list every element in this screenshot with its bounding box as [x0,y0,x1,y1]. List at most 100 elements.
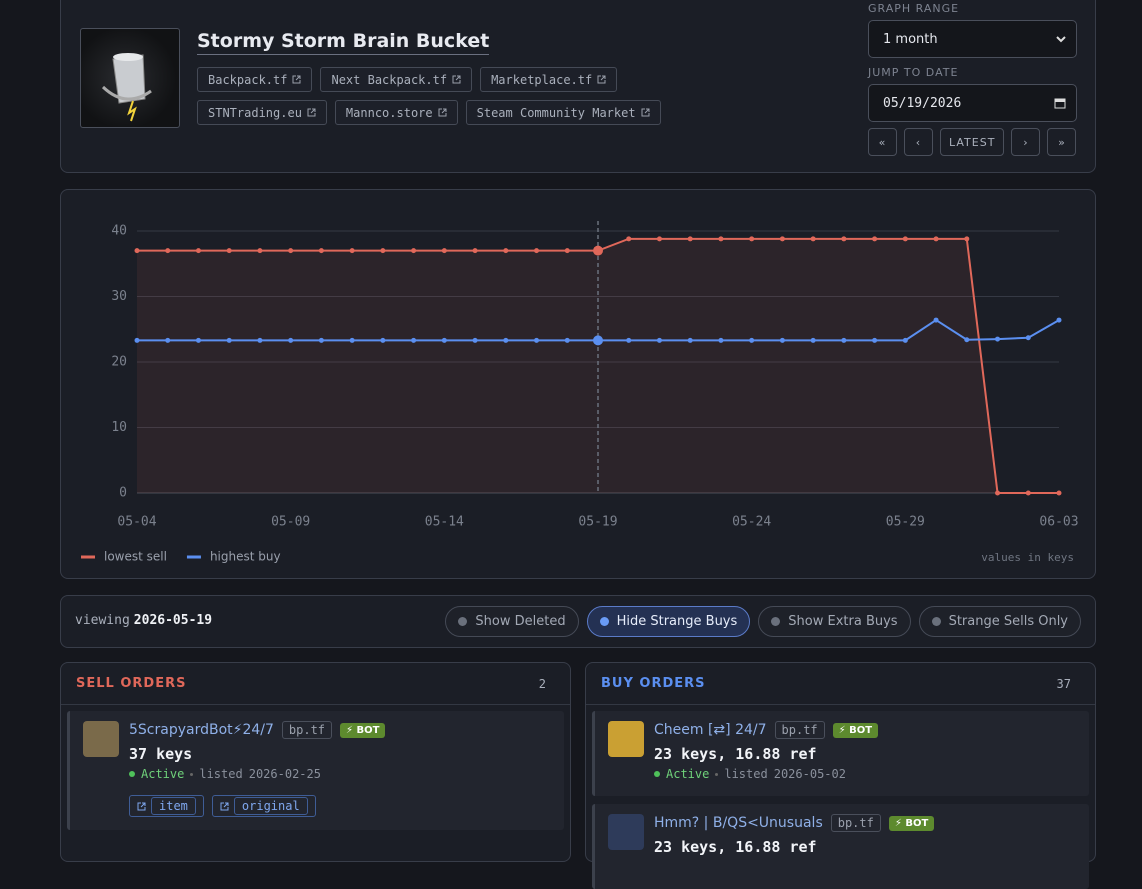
data-point [165,337,171,343]
link-text: item [151,797,196,815]
filter-toggle[interactable]: Strange Sells Only [918,606,1081,637]
nav-button[interactable]: › [1011,128,1041,156]
external-icon [641,108,650,117]
calendar-icon [1054,98,1066,109]
link-text: Mannco.store [345,105,433,120]
item-image [80,28,180,128]
avatar [83,721,119,757]
external-icon [452,75,461,84]
filter-label: Strange Sells Only [948,614,1068,629]
data-point [593,245,603,256]
order-link[interactable]: original [211,795,316,817]
date-input[interactable]: 05/19/2026 [868,84,1077,122]
market-link[interactable]: Marketplace.tf [480,67,618,92]
bot-badge: ⚡ BOT [340,722,386,738]
legend-label: lowest sell [104,550,167,564]
data-point [749,337,755,343]
market-link[interactable]: Next Backpack.tf [320,67,473,92]
data-point [1056,317,1062,323]
price: 37 keys [129,745,193,763]
range-value: 1 month [883,31,938,47]
viewing-date: 2026-05-19 [133,613,213,628]
status-line: Active listed 2026-02-25 [129,767,321,781]
data-point [841,236,847,242]
data-point [593,335,603,346]
data-point [564,248,570,254]
listed-date: 2026-02-25 [248,767,321,781]
external-icon [292,75,301,84]
listed-label: listed [199,767,243,781]
toggle-dot [599,617,609,626]
market-links: Backpack.tf Next Backpack.tf Marketplace.t… [197,67,677,125]
bot-badge: ⚡ BOT [832,722,879,738]
filters: Show Deleted Hide Strange Buys Show Extra … [445,606,1081,637]
data-point [687,337,693,343]
sell-title: SELL ORDERS [76,676,187,691]
data-point [933,317,939,323]
nav-button[interactable]: » [1047,128,1077,156]
data-point [779,337,785,343]
date-nav: «‹ LATEST ›» [868,128,1077,156]
filter-label: Show Deleted [475,614,566,629]
item-title: Stormy Storm Brain Bucket [197,30,490,55]
toggle-dot [771,617,781,626]
data-point [349,248,355,254]
status-dot [129,771,135,777]
data-point [411,248,417,254]
data-point [288,248,294,254]
viewing: viewing 2026-05-19 [75,613,212,628]
link-text: STNTrading.eu [208,105,302,120]
data-point [687,236,693,242]
external-icon [220,802,229,810]
y-tick-label: 10 [111,420,127,435]
trader-name: Hmm? | B/QS<Unusuals [654,815,823,831]
data-point [964,236,970,242]
market-link[interactable]: Mannco.store [334,100,458,125]
market-link[interactable]: STNTrading.eu [197,100,327,125]
toolbar: viewing 2026-05-19 Show Deleted Hide Stran… [60,595,1096,648]
data-point [1025,335,1031,341]
external-icon [438,108,447,117]
market-link[interactable]: Steam Community Market [465,100,661,125]
x-tick-label: 05-24 [732,515,771,530]
source-tag: bp.tf [774,721,825,739]
order-header: Hmm? | B/QS<Unusuals bp.tf ⚡ BOT [654,814,935,832]
data-point [749,236,755,242]
listed-date: 2026-05-02 [773,767,846,781]
price: 23 keys, 16.88 ref [654,838,817,856]
nav-button[interactable]: ‹ [904,128,933,156]
data-point [503,248,509,254]
x-tick-label: 05-19 [578,515,617,530]
order-card[interactable]: 5ScrapyardBot⚡24/7 bp.tf ⚡ BOT 37 keys Activ… [67,711,564,830]
range-label: GRAPH RANGE [868,2,960,15]
sell-area [137,238,1059,493]
source-tag: bp.tf [281,721,333,739]
filter-toggle[interactable]: Show Extra Buys [758,606,911,637]
market-link[interactable]: Backpack.tf [197,67,313,92]
order-link[interactable]: item [129,795,204,817]
filter-toggle[interactable]: Show Deleted [445,606,579,637]
nav-button[interactable]: « [868,128,897,156]
nav-button[interactable]: LATEST [940,128,1005,156]
data-point [841,337,847,343]
chart-panel: 0 10 20 30 40 05-04 05-09 05-14 05-19 05-24 05-29 0… [60,189,1096,579]
x-tick-label: 05-09 [271,515,310,530]
data-point [964,337,970,343]
data-point [503,337,509,343]
data-point [1025,490,1031,496]
filter-toggle[interactable]: Hide Strange Buys [586,606,751,637]
toggle-dot [458,617,468,626]
order-card[interactable]: Cheem [⇄] 24/7 bp.tf ⚡ BOT 23 keys, 16.88 r… [592,711,1089,796]
avatar [608,721,644,757]
trader-name: Cheem [⇄] 24/7 [654,722,767,738]
viewing-label: viewing [75,613,130,628]
data-point [902,236,908,242]
x-tick-label: 05-29 [886,515,925,530]
range-select[interactable]: 1 month [868,20,1077,58]
x-tick-label: 05-14 [425,515,464,530]
data-point [933,236,939,242]
data-point [656,337,662,343]
filter-label: Show Extra Buys [788,614,898,629]
note: values in keys [981,551,1074,564]
external-icon [307,108,316,117]
